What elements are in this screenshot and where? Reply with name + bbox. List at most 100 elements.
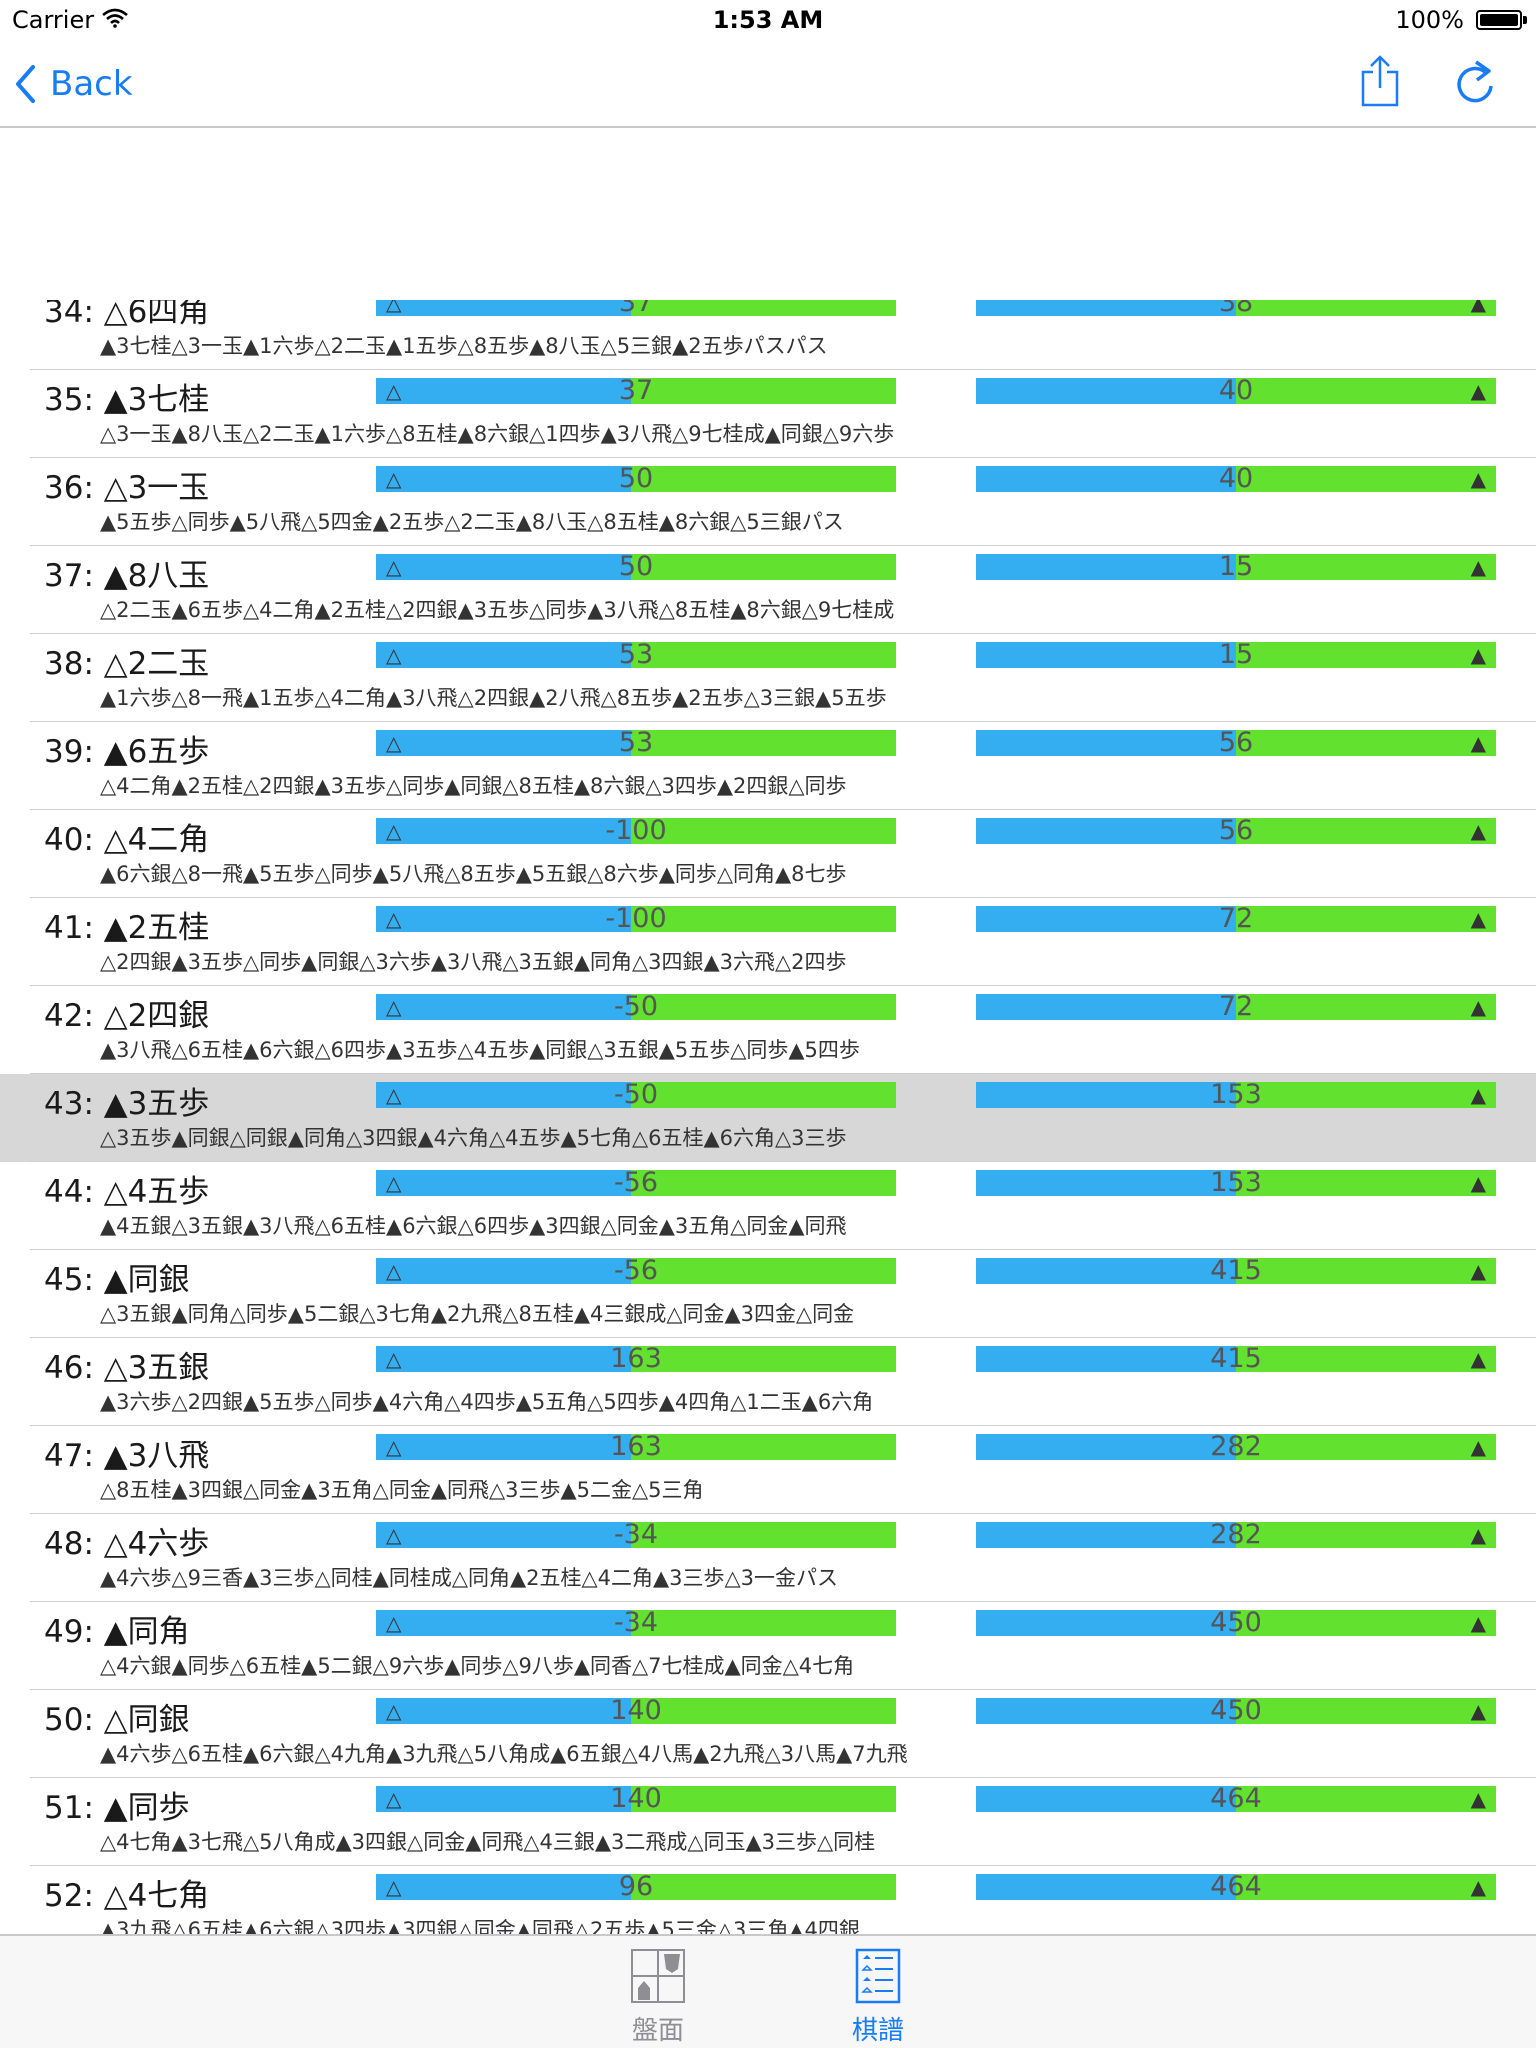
back-button[interactable]: Back <box>14 62 133 106</box>
eval-bar-sente-fill <box>976 1610 1236 1636</box>
move-row[interactable]: 41: ▲2五桂 △ -100 ▲ 72 △2四銀▲3五歩△同歩▲同銀△3六歩▲3八飛△3… <box>0 898 1536 986</box>
move-row[interactable]: 34: △6四角 △ 37 ▲ 38 ▲3七桂△3一玉▲1六歩△2二玉▲1五歩△8五歩▲8… <box>0 300 1536 370</box>
move-row[interactable]: 40: △4二角 △ -100 ▲ 56 ▲6六銀△8一飛▲5五歩△同歩▲5八飛△8五歩▲… <box>0 810 1536 898</box>
row-separator <box>30 897 1536 898</box>
move-row[interactable]: 46: △3五銀 △ 163 ▲ 415 ▲3六歩△2四銀▲5五歩△同歩▲4六角△4四歩▲… <box>0 1338 1536 1426</box>
principal-variation: ▲4五銀△3五銀▲3八飛△6五桂▲6六銀△6四歩▲3四銀△同金▲3五角△同金▲同… <box>100 1214 847 1238</box>
eval-bar-sente-fill <box>976 300 1236 316</box>
sente-triangle-icon: ▲ <box>1470 1787 1486 1811</box>
share-button[interactable] <box>1360 54 1400 112</box>
move-row[interactable]: 45: ▲同銀 △ -56 ▲ 415 △3五銀▲同角△同歩▲5二銀△3七角▲2九飛△8五… <box>0 1250 1536 1338</box>
move-row[interactable]: 39: ▲6五歩 △ 53 ▲ 56 △4二角▲2五桂△2四銀▲3五歩△同歩▲同銀△8五桂… <box>0 722 1536 810</box>
row-separator <box>30 1689 1536 1690</box>
move-row[interactable]: 48: △4六歩 △ -34 ▲ 282 ▲4六歩△9三香▲3三歩△同桂▲同桂成△同角▲2… <box>0 1514 1536 1602</box>
gote-triangle-icon: △ <box>386 731 402 755</box>
principal-variation: △3五銀▲同角△同歩▲5二銀△3七角▲2九飛△8五桂▲4三銀成△同金▲3四金△同… <box>100 1302 855 1326</box>
eval-value-gote: 37 <box>618 300 654 316</box>
move-label: 49: ▲同角 <box>44 1614 190 1650</box>
navigation-bar: Back <box>0 40 1536 128</box>
move-label: 39: ▲6五歩 <box>44 734 210 770</box>
eval-value-sente: 38 <box>1218 300 1254 316</box>
kifu-list-icon <box>855 1948 901 2004</box>
move-row[interactable]: 47: ▲3八飛 △ 163 ▲ 282 △8五桂▲3四銀△同金▲3五角△同金▲同飛△3三… <box>0 1426 1536 1514</box>
principal-variation: ▲4六歩△9三香▲3三歩△同桂▲同桂成△同角▲2五桂△4二角▲3三歩△3一金パス <box>100 1566 839 1590</box>
eval-value-gote: -100 <box>605 906 667 932</box>
sente-triangle-icon: ▲ <box>1470 467 1486 491</box>
principal-variation: △2二玉▲6五歩△4二角▲2五桂△2四銀▲3五歩△同歩▲3八飛△8五桂▲8六銀△… <box>100 598 895 622</box>
move-label: 37: ▲8八玉 <box>44 558 210 594</box>
move-row[interactable]: 35: ▲3七桂 △ 37 ▲ 40 △3一玉▲8八玉△2二玉▲1六歩△8五桂▲8六銀△1… <box>0 370 1536 458</box>
principal-variation: △4二角▲2五桂△2四銀▲3五歩△同歩▲同銀△8五桂▲8六銀△3四歩▲2四銀△同… <box>100 774 847 798</box>
kifu-list[interactable]: 34: △6四角 △ 37 ▲ 38 ▲3七桂△3一玉▲1六歩△2二玉▲1五歩△8五歩▲8… <box>0 300 1536 1934</box>
battery-percentage: 100% <box>1395 6 1464 34</box>
eval-bar-sente-fill <box>976 1874 1236 1900</box>
gote-triangle-icon: △ <box>386 467 402 491</box>
eval-bar-gote-fill <box>376 994 631 1020</box>
eval-bar-gote: △ 53 <box>376 730 896 756</box>
row-separator <box>30 633 1536 634</box>
move-row[interactable]: 51: ▲同歩 △ 140 ▲ 464 △4七角▲3七飛△5八角成▲3四銀△同金▲同飛△4… <box>0 1778 1536 1866</box>
tab-board-label: 盤面 <box>631 2016 684 2046</box>
eval-bar-sente: ▲ 415 <box>976 1346 1496 1372</box>
move-row[interactable]: 44: △4五歩 △ -56 ▲ 153 ▲4五銀△3五銀▲3八飛△6五桂▲6六銀△6四歩… <box>0 1162 1536 1250</box>
eval-bar-gote-fill <box>376 1082 631 1108</box>
move-row[interactable]: 43: ▲3五歩 △ -50 ▲ 153 △3五歩▲同銀△同銀▲同角△3四銀▲4六角△4五… <box>0 1074 1536 1162</box>
eval-bar-sente-fill <box>976 1346 1236 1372</box>
gote-triangle-icon: △ <box>386 1171 402 1195</box>
eval-bar-sente: ▲ 38 <box>976 300 1496 316</box>
move-row[interactable]: 42: △2四銀 △ -50 ▲ 72 ▲3八飛△6五桂▲6六銀△6四歩▲3五歩△4五歩▲… <box>0 986 1536 1074</box>
eval-bar-gote: △ 140 <box>376 1698 896 1724</box>
eval-value-sente: 72 <box>1218 906 1254 932</box>
move-row[interactable]: 52: △4七角 △ 96 ▲ 464 ▲3九飛△6五桂▲6六銀△3四歩▲3四銀△同金▲同… <box>0 1866 1536 1934</box>
move-row[interactable]: 49: ▲同角 △ -34 ▲ 450 △4六銀▲同歩△6五桂▲5二銀△9六歩▲同歩△9八… <box>0 1602 1536 1690</box>
move-row[interactable]: 37: ▲8八玉 △ 50 ▲ 15 △2二玉▲6五歩△4二角▲2五桂△2四銀▲3五歩△同… <box>0 546 1536 634</box>
eval-bar-sente: ▲ 15 <box>976 642 1496 668</box>
eval-bar-gote: △ 96 <box>376 1874 896 1900</box>
gote-triangle-icon: △ <box>386 1611 402 1635</box>
eval-bar-sente: ▲ 15 <box>976 554 1496 580</box>
move-row[interactable]: 36: △3一玉 △ 50 ▲ 40 ▲5五歩△同歩▲5八飛△5四金▲2五歩△2二玉▲8八… <box>0 458 1536 546</box>
move-label: 38: △2二玉 <box>44 646 210 682</box>
tab-kifu[interactable]: 棋譜 <box>818 1948 938 2047</box>
eval-bar-gote: △ 37 <box>376 378 896 404</box>
eval-value-gote: 96 <box>618 1874 654 1900</box>
tab-board[interactable]: 盤面 <box>598 1948 718 2047</box>
eval-value-gote: -50 <box>613 994 659 1020</box>
eval-value-sente: 40 <box>1218 466 1254 492</box>
eval-bar-gote-fill <box>376 730 631 756</box>
eval-bar-gote: △ 53 <box>376 642 896 668</box>
eval-bar-sente-fill <box>976 554 1236 580</box>
eval-bar-gote: △ -50 <box>376 1082 896 1108</box>
eval-value-sente: 415 <box>1210 1258 1262 1284</box>
eval-bar-sente: ▲ 282 <box>976 1434 1496 1460</box>
eval-bar-gote: △ 37 <box>376 300 896 316</box>
eval-bar-sente-fill <box>976 1434 1236 1460</box>
eval-value-gote: 163 <box>610 1434 662 1460</box>
eval-bar-sente: ▲ 464 <box>976 1786 1496 1812</box>
eval-bar-gote-fill <box>376 1434 631 1460</box>
eval-value-gote: -34 <box>613 1522 659 1548</box>
eval-bar-sente-fill <box>976 1786 1236 1812</box>
principal-variation: △2四銀▲3五歩△同歩▲同銀△3六歩▲3八飛△3五銀▲同角△3四銀▲3六飛△2四… <box>100 950 847 974</box>
gote-triangle-icon: △ <box>386 1083 402 1107</box>
sente-triangle-icon: ▲ <box>1470 1347 1486 1371</box>
tab-kifu-label: 棋譜 <box>851 2016 904 2046</box>
gote-triangle-icon: △ <box>386 1435 402 1459</box>
eval-bar-gote-fill <box>376 554 631 580</box>
move-row[interactable]: 50: △同銀 △ 140 ▲ 450 ▲4六歩△6五桂▲6六銀△4九角▲3九飛△5八角成… <box>0 1690 1536 1778</box>
eval-bar-gote-fill <box>376 300 631 316</box>
eval-bar-sente-fill <box>976 1522 1236 1548</box>
eval-bar-sente-fill <box>976 906 1236 932</box>
move-label: 35: ▲3七桂 <box>44 382 210 418</box>
move-label: 51: ▲同歩 <box>44 1790 190 1826</box>
eval-value-gote: -50 <box>613 1082 659 1108</box>
eval-bar-sente: ▲ 153 <box>976 1170 1496 1196</box>
eval-bar-sente-fill <box>976 994 1236 1020</box>
row-separator <box>30 1865 1536 1866</box>
sente-triangle-icon: ▲ <box>1470 1083 1486 1107</box>
eval-value-gote: 140 <box>610 1786 662 1812</box>
move-row[interactable]: 38: △2二玉 △ 53 ▲ 15 ▲1六歩△8一飛▲1五歩△4二角▲3八飛△2四銀▲2… <box>0 634 1536 722</box>
eval-value-gote: 140 <box>610 1698 662 1724</box>
eval-bar-gote-fill <box>376 1170 631 1196</box>
refresh-button[interactable] <box>1454 58 1498 112</box>
